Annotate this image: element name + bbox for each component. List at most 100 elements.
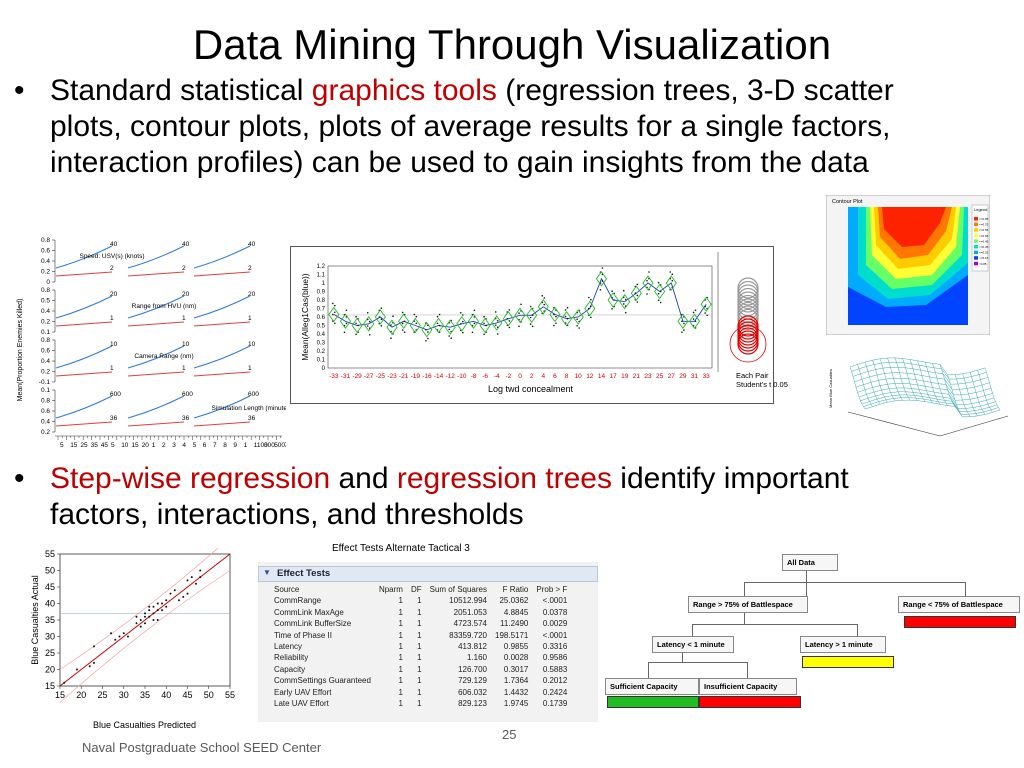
- means-plot-point: [380, 325, 383, 327]
- means-plot-ytick: 0.2: [317, 349, 326, 355]
- surface-mesh-line: [857, 364, 873, 407]
- profile-ytick: 0.8: [41, 287, 50, 294]
- means-plot-ytick: 0.3: [317, 341, 326, 347]
- means-plot-point: [403, 331, 406, 334]
- profile-ytick: 0.4: [41, 419, 50, 426]
- profile-curve-blue: [127, 395, 185, 419]
- means-plot-point: [681, 331, 683, 334]
- profile-xtick: 9: [233, 442, 237, 449]
- table-cell: 1: [398, 642, 403, 652]
- contour-legend-label: <=0.75: [979, 223, 989, 227]
- profile-factor-label: Range from HVU (nm): [132, 303, 197, 310]
- means-plot-side-note: Each Pair Student's t 0.05: [736, 371, 788, 389]
- triangle-down-icon[interactable]: ▼: [263, 568, 271, 577]
- bullet-text: Standard statistical: [50, 74, 312, 107]
- scatter-ytick: 35: [45, 615, 55, 625]
- profile-xtick: 500: [274, 442, 285, 449]
- table-cell: Late UAV Effort: [274, 699, 329, 709]
- means-plot-xtick: 21: [633, 373, 641, 380]
- bullet-text: (regression trees, 3-D scatter plots, co…: [50, 74, 894, 179]
- profile-xtick: 10: [121, 442, 129, 449]
- means-plot-point: [450, 337, 452, 339]
- profile-curve-red: [127, 371, 185, 377]
- scatter-point: [156, 619, 159, 621]
- means-plot-xtick: 27: [668, 373, 676, 380]
- surface-mesh-line: [849, 366, 866, 410]
- means-plot-point: [657, 281, 660, 284]
- means-plot-point: [427, 331, 429, 333]
- contour-legend-swatch: [974, 261, 978, 266]
- bullet-text: identify important factors, interactions…: [50, 462, 849, 531]
- means-plot-diamond: [467, 313, 480, 330]
- profile-xtick: 5: [111, 442, 115, 449]
- profile-xtick: 25: [80, 442, 88, 449]
- profile-curve-red: [127, 421, 185, 427]
- means-plot-point: [343, 331, 346, 334]
- table-cell: 83359.720: [449, 630, 487, 640]
- means-plot-point: [636, 301, 639, 303]
- bullet-graphics-tools: Standard statistical graphics tools (reg…: [50, 73, 930, 181]
- means-plot-point: [448, 328, 450, 331]
- means-plot-point: [657, 299, 660, 302]
- contour-legend-label: <=0.25: [979, 251, 989, 255]
- scatter-fit-line: [59, 553, 231, 687]
- means-plot-ytick: 0.4: [317, 332, 326, 338]
- surface-mesh-line: [849, 357, 986, 376]
- table-cell: 0.1739: [542, 699, 568, 709]
- effect-col-header: DF: [410, 585, 422, 594]
- surface-mesh-line: [969, 372, 986, 415]
- profile-xtick: 45: [101, 442, 109, 449]
- tree-node-latency-lt: Latency < 1 minute: [652, 636, 734, 653]
- means-plot-point: [683, 322, 685, 325]
- effect-tests-panel: ▼ Effect Tests Source Nparm DF Sum of Squar…: [258, 562, 598, 722]
- surface-mesh-line: [947, 374, 963, 418]
- table-cell: CommSettings Guaranteed: [274, 676, 371, 686]
- table-cell: 606.032: [458, 687, 487, 697]
- means-plot-point: [357, 324, 359, 327]
- contour-legend-label: <=0.15: [979, 256, 989, 260]
- means-plot-point: [413, 313, 416, 316]
- means-plot-ytick: 1.1: [317, 273, 326, 279]
- scatter-xtick: 20: [76, 690, 86, 700]
- means-plot-diamond: [409, 317, 421, 334]
- contour-title: Contour Plot: [832, 199, 863, 205]
- profile-level-low: 1: [110, 315, 114, 322]
- table-row: Time of Phase II 1 1 83359.720 198.5171 <.000…: [270, 630, 571, 641]
- profile-ytick: 0.4: [41, 258, 50, 265]
- surface-zlabel: Mean Blue Casualties: [828, 369, 833, 408]
- surface-mesh-line: [909, 359, 926, 402]
- profile-level-low: 2: [110, 265, 114, 272]
- effect-tests-header[interactable]: ▼ Effect Tests: [258, 566, 598, 582]
- means-plot-diamond: [514, 307, 526, 324]
- means-plot-diamond: [700, 296, 712, 313]
- means-plot-diamond: [421, 321, 433, 338]
- means-plot-point: [368, 334, 371, 336]
- means-plot-point: [624, 298, 627, 301]
- scatter-point: [161, 609, 163, 612]
- means-plot-point: [496, 319, 499, 322]
- scatter-point: [76, 668, 78, 671]
- profile-level-low: 36: [248, 415, 256, 422]
- means-plot-point: [543, 297, 546, 299]
- scatter-point: [139, 625, 142, 628]
- scatter-point: [152, 612, 155, 615]
- profile-ytick: 0.5: [41, 298, 50, 305]
- surface-plot: Mean Blue Casualties: [828, 357, 1009, 437]
- profile-xtick: 1: [244, 442, 248, 449]
- means-plot-xtick: 19: [621, 373, 629, 380]
- profile-xtick: 7: [213, 442, 217, 449]
- means-plot-point: [704, 305, 706, 308]
- profile-xtick: 3: [172, 442, 176, 449]
- means-plot-diamond: [398, 313, 410, 330]
- profile-plot: Mean(Proportion Enemies Killed) 0.8 0.6 0.4…: [17, 237, 286, 449]
- highlight-graphics-tools: graphics tools: [311, 74, 497, 107]
- means-plot-point: [380, 318, 383, 320]
- table-cell: 1: [417, 664, 422, 674]
- means-plot-point: [636, 283, 639, 286]
- profile-curve-red: [127, 321, 185, 327]
- table-cell: 1: [417, 619, 422, 629]
- means-plot-point: [473, 322, 476, 325]
- means-plot-point: [590, 316, 592, 319]
- profile-curve-blue: [193, 345, 251, 369]
- profile-level-high: 40: [110, 241, 118, 248]
